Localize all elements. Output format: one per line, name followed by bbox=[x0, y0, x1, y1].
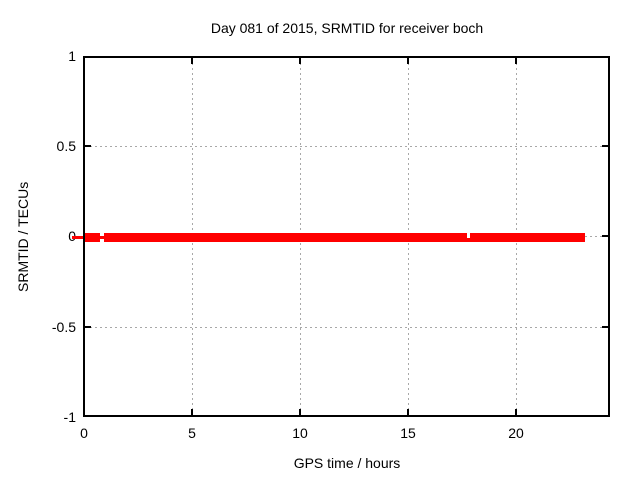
gridline-horizontal bbox=[85, 146, 608, 147]
series-srmtid-line bbox=[85, 233, 585, 242]
y-tick-label: 0.5 bbox=[56, 138, 76, 154]
x-tick-label: 0 bbox=[80, 425, 88, 441]
series-edge-artifact bbox=[72, 236, 83, 239]
tick-mark-left bbox=[85, 326, 91, 328]
plot-area bbox=[72, 56, 610, 417]
y-tick-label: -0.5 bbox=[51, 319, 76, 335]
y-tick-label: 1 bbox=[68, 48, 76, 64]
x-tick-label: 15 bbox=[400, 425, 416, 441]
series-data-gap bbox=[467, 233, 470, 238]
chart-title: Day 081 of 2015, SRMTID for receiver boc… bbox=[210, 20, 484, 36]
tick-mark-top bbox=[191, 58, 193, 64]
tick-mark-top bbox=[515, 58, 517, 64]
tick-mark-right bbox=[602, 326, 608, 328]
x-tick-label: 20 bbox=[508, 425, 524, 441]
tick-mark-top bbox=[407, 58, 409, 64]
tick-mark-bottom bbox=[407, 409, 409, 415]
series-gap-connector bbox=[100, 236, 104, 239]
x-tick-label: 10 bbox=[292, 425, 308, 441]
y-tick-label: -1 bbox=[63, 409, 76, 425]
tick-mark-left bbox=[85, 145, 91, 147]
y-tick-label: 0 bbox=[0, 227, 76, 245]
x-axis-label: GPS time / hours bbox=[293, 455, 401, 471]
gridline-horizontal bbox=[85, 327, 608, 328]
tick-mark-right bbox=[602, 145, 608, 147]
tick-mark-bottom bbox=[191, 409, 193, 415]
tick-mark-bottom bbox=[515, 409, 517, 415]
x-tick-label: 5 bbox=[188, 425, 196, 441]
tick-mark-bottom bbox=[299, 409, 301, 415]
tick-mark-top bbox=[299, 58, 301, 64]
tick-mark-right bbox=[602, 235, 608, 237]
